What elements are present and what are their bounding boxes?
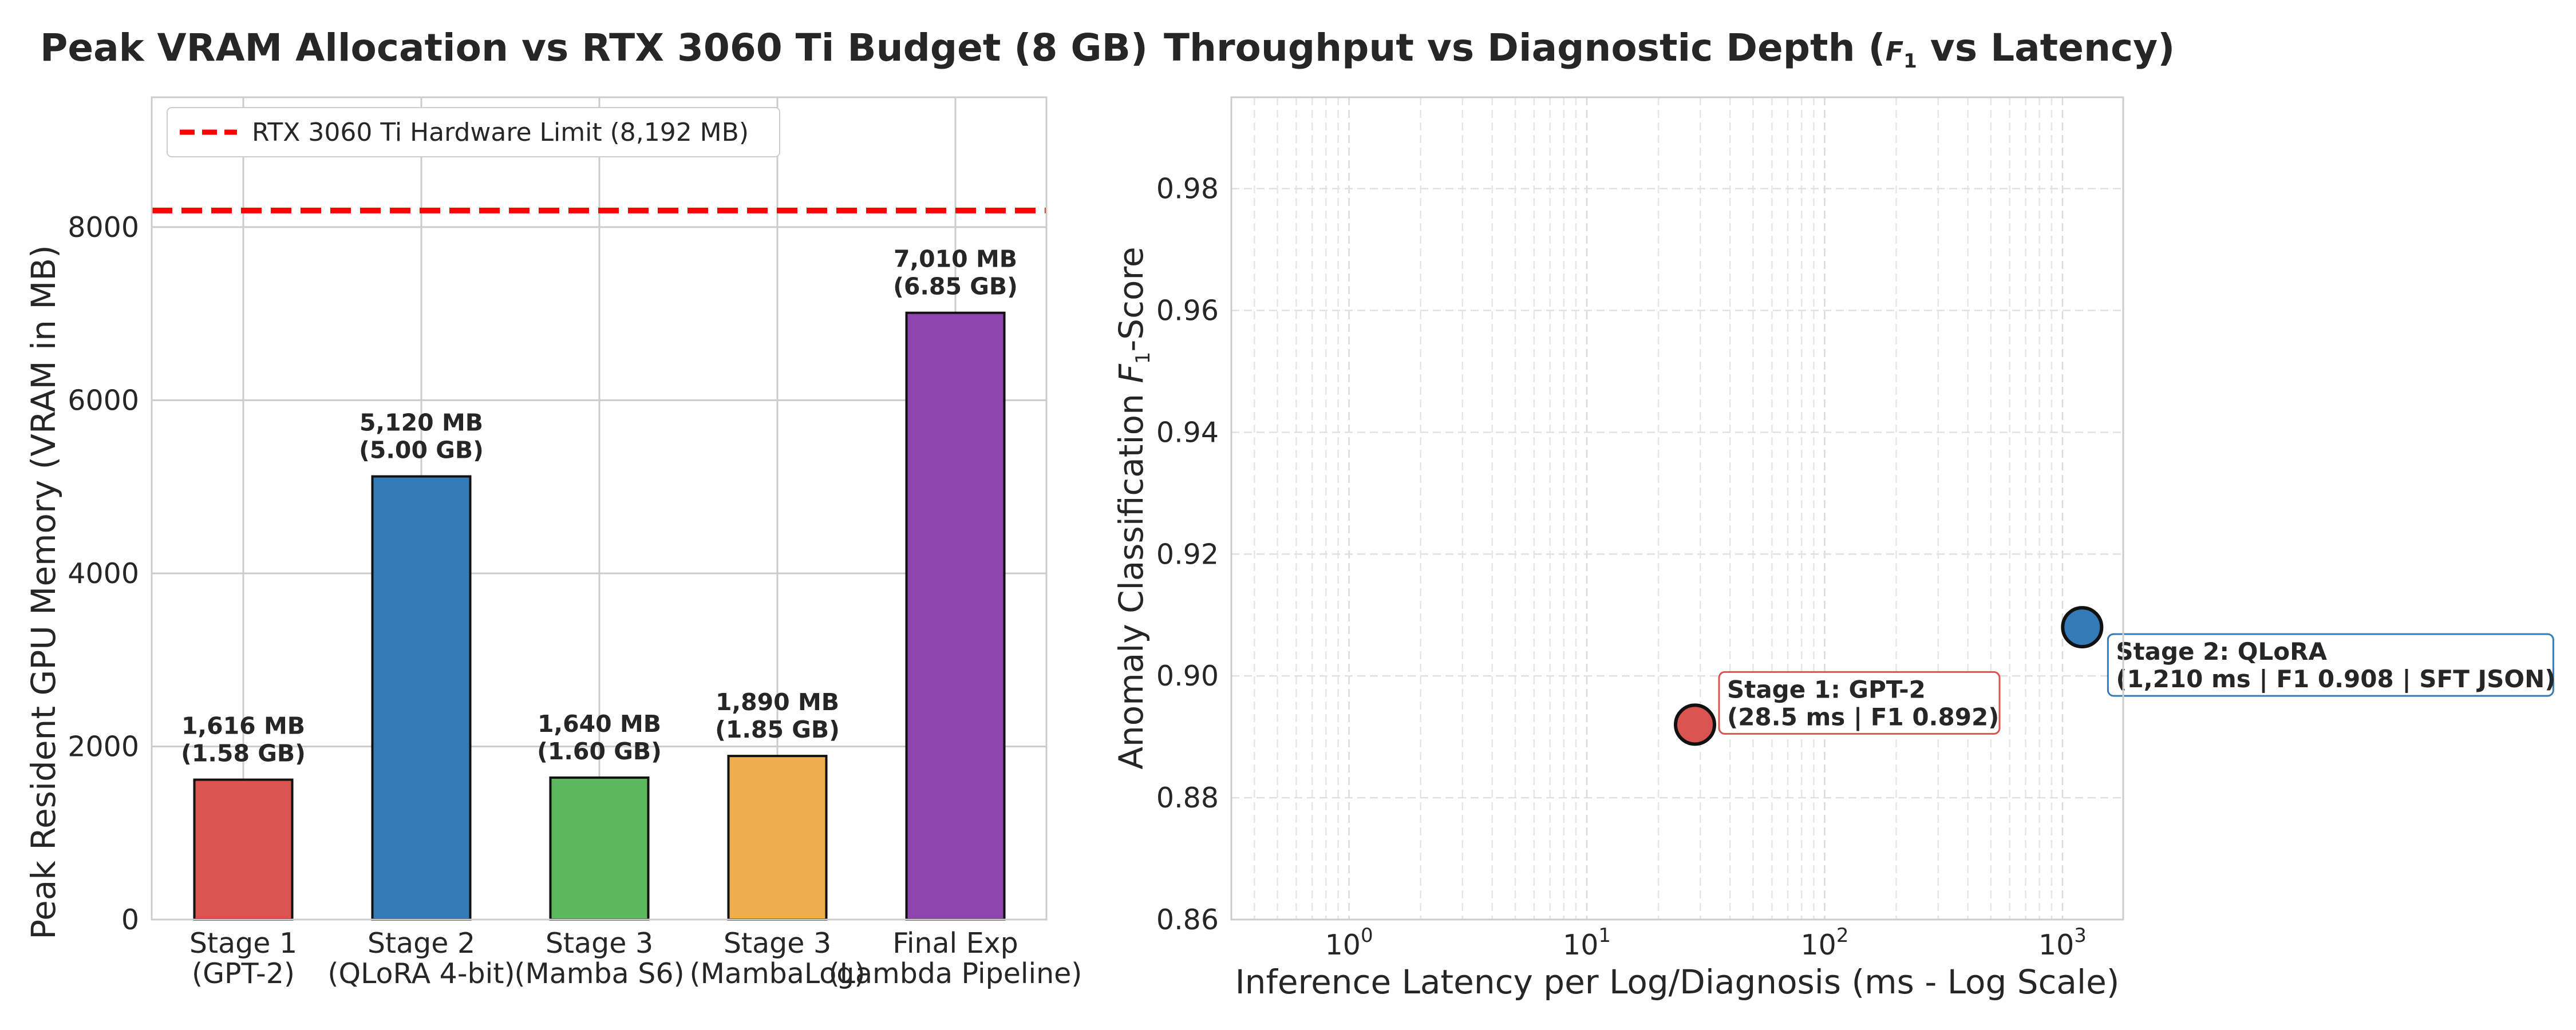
scatter-point-label-detail: (28.5 ms | F1 0.892) [1727,703,1999,731]
scatter-x-axis-label: Inference Latency per Log/Diagnosis (ms … [1235,962,2120,1001]
vram-bar-value-label: 7,010 MB [894,245,1017,273]
vram-category-label: Final Exp [892,927,1018,960]
legend-box [167,107,780,157]
scatter-y-tick-label: 0.86 [1156,904,1219,936]
scatter-x-ticks: 100 101 102 103 [1325,924,2087,961]
scatter-points: Stage 1: GPT-2(28.5 ms | F1 0.892) Stage … [1674,606,2555,746]
vram-category-sublabel: (QLoRA 4-bit) [327,957,515,990]
scatter-chart-title: Throughput vs Diagnostic Depth (F1 vs La… [1164,26,2175,73]
scatter-x-tick-base: 10 [1563,929,1598,961]
vram-bar [371,475,472,921]
vram-y-tick-label: 0 [121,904,139,936]
legend-text: RTX 3060 Ti Hardware Limit (8,192 MB) [252,118,749,147]
scatter-plot-frame [1230,96,2124,921]
vram-bar-gb-label: (1.58 GB) [181,740,306,767]
scatter-x-tick-exponent: 0 [1361,924,1373,947]
vram-y-ticks: 0 2000 4000 6000 8000 [68,211,139,936]
scatter-x-tick-exponent: 2 [1836,924,1849,947]
vram-bar-value-label: 5,120 MB [359,409,483,437]
vram-category-label: Stage 1 [189,927,297,960]
scatter-point-label-title: Stage 1: GPT-2 [1727,675,1926,703]
vram-category-sublabel: (GPT-2) [192,957,295,990]
vram-bar [905,311,1006,921]
vram-bar [193,778,294,921]
vram-bars [193,311,1006,921]
latency-scatter-chart: Throughput vs Diagnostic Depth (F1 vs La… [1112,26,2555,1001]
vram-bar-value-label: 1,890 MB [716,688,839,716]
vram-y-axis-label: Peak Resident GPU Memory (VRAM in MB) [24,245,63,940]
scatter-x-tick-label: 103 [2038,924,2087,961]
scatter-y-axis-label: Anomaly Classification F1-Score [1112,247,1155,769]
vram-y-tick-label: 6000 [68,384,139,417]
scatter-point-label-detail: (1,210 ms | F1 0.908 | SFT JSON) [2116,665,2555,693]
vram-bar [727,755,828,921]
vram-category-label: Stage 3 [546,927,653,960]
scatter-y-tick-label: 0.92 [1156,538,1219,571]
vram-bar-gb-label: (6.85 GB) [893,273,1018,300]
scatter-point [1674,703,1717,746]
scatter-point-label-box [2107,633,2554,697]
vram-bar [549,776,650,921]
scatter-point-label-title: Stage 2: QLoRA [2116,637,2327,665]
vram-bar-value-label: 1,640 MB [538,710,661,738]
vram-x-ticks: Stage 1(GPT-2) Stage 2(QLoRA 4-bit) Stage … [189,927,1082,990]
scatter-x-tick-label: 102 [1800,924,1848,961]
scatter-x-tick-base: 10 [1800,929,1836,961]
scatter-y-ticks: 0.86 0.88 0.90 0.92 0.94 0.96 0.98 [1156,173,1219,936]
vram-bar-gb-label: (1.85 GB) [715,716,840,743]
scatter-y-tick-label: 0.98 [1156,173,1219,205]
vram-bar-gb-label: (1.60 GB) [537,738,662,765]
scatter-y-tick-label: 0.94 [1156,416,1219,449]
scatter-x-tick-base: 10 [2038,929,2074,961]
scatter-x-tick-exponent: 3 [2074,924,2087,947]
vram-bar-gb-label: (5.00 GB) [359,437,484,464]
vram-category-sublabel: (Lambda Pipeline) [829,957,1082,990]
scatter-x-tick-base: 10 [1325,929,1361,961]
vram-category-sublabel: (Mamba S6) [514,957,684,990]
scatter-y-tick-label: 0.90 [1156,660,1219,692]
scatter-point-label-box [1718,671,2001,735]
scatter-x-tick-exponent: 1 [1598,924,1611,947]
vram-legend: RTX 3060 Ti Hardware Limit (8,192 MB) [167,107,780,157]
vram-category-label: Stage 2 [368,927,475,960]
vram-category-label: Stage 3 [724,927,831,960]
vram-y-tick-label: 8000 [68,211,139,244]
vram-bar-value-label: 1,616 MB [181,712,305,740]
vram-y-tick-label: 2000 [68,730,139,763]
vram-bar-labels: 1,616 MB(1.58 GB) 5,120 MB(5.00 GB) 1,640 … [181,245,1018,767]
vram-category-sublabel: (MambaLog) [690,957,866,990]
scatter-y-tick-label: 0.96 [1156,295,1219,327]
vram-bar-chart: Peak VRAM Allocation vs RTX 3060 Ti Budg… [24,26,1148,990]
scatter-x-tick-label: 101 [1563,924,1611,961]
scatter-point [2061,606,2104,649]
scatter-y-tick-label: 0.88 [1156,782,1219,814]
vram-chart-title: Peak VRAM Allocation vs RTX 3060 Ti Budg… [40,26,1148,70]
scatter-x-tick-label: 100 [1325,924,1373,961]
vram-y-tick-label: 4000 [68,557,139,590]
vram-plot-frame [151,96,1048,921]
